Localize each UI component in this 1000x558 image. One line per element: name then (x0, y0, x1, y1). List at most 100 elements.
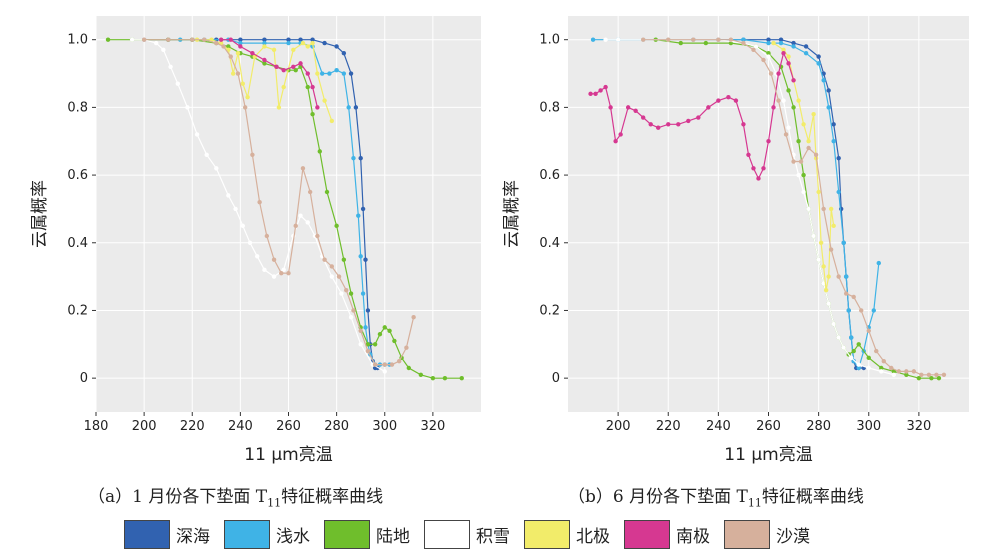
data-point-arctic (240, 81, 245, 86)
data-point-snow (262, 267, 267, 273)
chart-panel-b: 200 220 240 260 280 300 320 0 0.2 0.4 0.6 0.8 1.0 11 … (502, 16, 969, 465)
data-point-land (382, 325, 387, 330)
x-axis-label: 11 μm亮温 (244, 445, 332, 465)
data-point-arctic (816, 189, 821, 195)
legend-label-desert: 沙漠 (776, 526, 810, 547)
data-point-shallow_water (360, 291, 366, 296)
data-point-antarctic (633, 108, 638, 113)
data-point-snow (836, 335, 841, 340)
data-point-desert (881, 359, 886, 364)
data-point-land (929, 375, 934, 381)
data-point-snow (841, 345, 846, 350)
data-point-desert (190, 37, 195, 42)
data-point-snow (255, 254, 260, 259)
data-point-land (341, 257, 347, 262)
legend-swatch-antarctic (624, 519, 670, 549)
data-point-land (310, 111, 315, 117)
data-point-snow (240, 223, 245, 229)
data-point-desert (351, 308, 356, 313)
data-point-arctic (310, 40, 315, 46)
data-point-snow (348, 315, 354, 320)
data-point-desert (934, 372, 939, 377)
y-tick-label: 0 (80, 371, 88, 386)
data-point-arctic (771, 40, 776, 46)
data-point-deep_sea (298, 37, 303, 42)
legend-item-arctic: 北极 (524, 519, 610, 549)
data-point-shallow_water (846, 308, 851, 313)
data-point-desert (911, 369, 917, 374)
data-point-snow (811, 233, 816, 239)
data-point-land (703, 40, 709, 46)
data-point-desert (315, 233, 320, 239)
data-point-shallow_water (816, 61, 821, 66)
x-tick-label: 220 (656, 419, 681, 434)
data-point-land (936, 375, 942, 381)
data-point-desert (242, 105, 248, 110)
data-point-desert (798, 159, 804, 164)
data-point-arctic (821, 264, 826, 269)
data-point-snow (185, 105, 190, 110)
data-point-antarctic (656, 125, 661, 130)
data-point-land (324, 189, 330, 195)
data-point-desert (300, 166, 306, 171)
data-point-land (866, 355, 871, 361)
data-point-antarctic (781, 51, 786, 56)
legend-label-shallow-water: 浅水 (276, 526, 310, 547)
data-point-arctic (781, 47, 786, 53)
data-point-arctic (218, 40, 224, 46)
data-point-desert (904, 369, 909, 374)
data-point-antarctic (751, 166, 756, 171)
y-axis-label: 云属概率 (502, 180, 522, 248)
data-point-arctic (230, 71, 236, 76)
data-point-desert (336, 274, 342, 279)
data-point-antarctic (726, 95, 731, 100)
data-point-antarctic (676, 122, 681, 127)
data-point-land (786, 88, 791, 93)
data-point-deep_sea (358, 155, 363, 161)
data-point-land (904, 372, 909, 377)
data-point-arctic (245, 95, 250, 100)
data-point-land (418, 372, 424, 377)
data-point-shallow_water (358, 254, 363, 259)
data-point-arctic (828, 206, 834, 212)
data-point-land (406, 365, 412, 371)
data-point-land (766, 51, 771, 56)
legend-swatch-deep-sea (124, 519, 170, 549)
data-point-shallow_water (821, 78, 826, 83)
legend-label-antarctic: 南极 (676, 526, 710, 547)
data-point-desert (365, 348, 371, 354)
data-point-desert (859, 308, 864, 313)
data-point-snow (226, 193, 231, 198)
data-point-desert (389, 362, 395, 367)
data-point-desert (344, 287, 349, 293)
data-point-land (430, 375, 436, 381)
data-point-land (856, 342, 861, 347)
data-point-desert (866, 328, 871, 333)
data-point-shallow_water (356, 213, 361, 218)
data-point-land (851, 348, 856, 354)
legend-item-land: 陆地 (324, 519, 410, 549)
caption-a: （a）1 月份各下垫面 T11特征概率曲线 (88, 487, 384, 510)
y-tick-label: 0 (552, 371, 560, 386)
x-tick-label: 300 (856, 419, 881, 434)
y-tick-label: 0.4 (539, 236, 560, 251)
legend-swatch-shallow-water (224, 519, 270, 549)
legend-item-deep-sea: 深海 (124, 519, 210, 549)
data-point-desert (751, 47, 756, 53)
data-point-land (442, 375, 448, 381)
data-point-antarctic (250, 51, 255, 56)
data-point-antarctic (756, 176, 761, 181)
y-axis-label: 云属概率 (30, 180, 50, 248)
data-point-desert (828, 247, 834, 252)
data-point-desert (228, 54, 233, 59)
data-point-land (372, 342, 378, 347)
data-point-antarctic (791, 78, 796, 83)
x-tick-label: 240 (706, 419, 731, 434)
caption-b: （b）6 月份各下垫面 T11特征概率曲线 (568, 487, 864, 510)
data-point-land (916, 375, 922, 381)
legend-label-deep-sea: 深海 (176, 526, 210, 547)
data-point-arctic (276, 105, 282, 110)
data-point-desert (716, 37, 721, 42)
data-point-snow (194, 132, 200, 137)
x-tick-label: 280 (324, 419, 349, 434)
